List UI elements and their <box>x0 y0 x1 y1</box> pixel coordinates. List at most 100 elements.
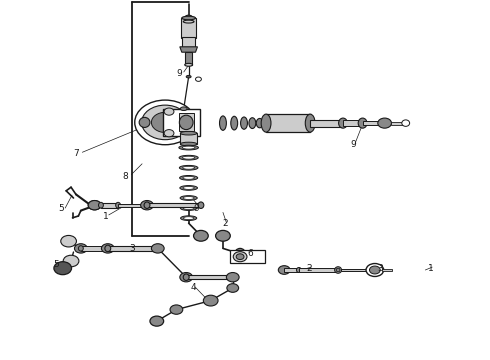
Text: 5: 5 <box>53 260 59 269</box>
Ellipse shape <box>231 116 238 130</box>
Text: 3: 3 <box>129 244 135 253</box>
Bar <box>101 203 118 208</box>
Bar <box>310 120 342 127</box>
Ellipse shape <box>78 246 83 251</box>
Circle shape <box>74 244 87 253</box>
Circle shape <box>369 266 380 274</box>
Ellipse shape <box>402 120 410 126</box>
Bar <box>179 113 194 131</box>
Bar <box>266 114 310 132</box>
Ellipse shape <box>256 118 263 128</box>
Text: 6: 6 <box>247 249 253 258</box>
Ellipse shape <box>186 76 191 78</box>
Circle shape <box>88 201 101 210</box>
Bar <box>343 120 363 126</box>
Bar <box>284 268 299 272</box>
Circle shape <box>216 230 230 241</box>
Ellipse shape <box>105 245 111 252</box>
Ellipse shape <box>336 268 340 272</box>
Circle shape <box>226 273 239 282</box>
Circle shape <box>203 295 218 306</box>
Ellipse shape <box>180 142 197 146</box>
Ellipse shape <box>296 267 301 273</box>
Ellipse shape <box>183 186 195 189</box>
Circle shape <box>54 262 72 275</box>
Ellipse shape <box>98 202 103 208</box>
Bar <box>382 269 392 271</box>
Ellipse shape <box>182 16 196 20</box>
Text: 5: 5 <box>58 204 64 213</box>
Ellipse shape <box>180 186 197 190</box>
Circle shape <box>63 255 79 267</box>
Ellipse shape <box>180 196 197 200</box>
Bar <box>299 268 338 272</box>
Circle shape <box>378 118 392 128</box>
Bar <box>118 204 145 207</box>
Ellipse shape <box>180 131 197 135</box>
Circle shape <box>135 100 196 145</box>
Circle shape <box>194 230 208 241</box>
Ellipse shape <box>335 267 342 273</box>
Bar <box>230 250 265 263</box>
Ellipse shape <box>196 77 201 81</box>
Text: 3: 3 <box>377 264 383 273</box>
Ellipse shape <box>235 248 245 259</box>
Ellipse shape <box>183 207 194 210</box>
Ellipse shape <box>358 118 367 128</box>
Bar <box>108 246 157 251</box>
Ellipse shape <box>261 114 271 132</box>
Ellipse shape <box>339 118 347 128</box>
Bar <box>163 109 200 136</box>
Text: 1: 1 <box>428 264 434 273</box>
Ellipse shape <box>179 115 193 130</box>
Ellipse shape <box>183 20 194 23</box>
Bar <box>186 275 233 279</box>
Ellipse shape <box>182 146 195 149</box>
Bar <box>363 121 382 125</box>
Ellipse shape <box>182 156 195 159</box>
Bar <box>341 269 373 271</box>
Circle shape <box>227 284 239 292</box>
Circle shape <box>164 130 174 137</box>
Polygon shape <box>180 47 197 52</box>
Circle shape <box>88 201 101 210</box>
Bar <box>81 246 105 251</box>
Ellipse shape <box>139 117 150 127</box>
Text: 9: 9 <box>350 140 356 149</box>
Circle shape <box>151 112 179 132</box>
Circle shape <box>142 105 189 140</box>
Ellipse shape <box>179 166 198 170</box>
Circle shape <box>180 273 193 282</box>
Text: 2: 2 <box>222 219 228 228</box>
Ellipse shape <box>183 197 194 199</box>
Circle shape <box>366 264 384 276</box>
Circle shape <box>151 244 164 253</box>
Circle shape <box>164 108 174 115</box>
Ellipse shape <box>183 166 195 169</box>
Ellipse shape <box>249 118 256 129</box>
Bar <box>182 37 195 47</box>
Ellipse shape <box>236 254 244 260</box>
Text: 8: 8 <box>122 172 128 181</box>
Text: 9: 9 <box>193 204 199 213</box>
Ellipse shape <box>179 145 198 150</box>
Ellipse shape <box>180 107 187 111</box>
Ellipse shape <box>183 176 195 179</box>
Text: 1: 1 <box>102 212 108 220</box>
Bar <box>391 122 403 125</box>
Ellipse shape <box>116 202 121 208</box>
Bar <box>147 203 201 207</box>
Circle shape <box>185 15 193 21</box>
Ellipse shape <box>185 63 193 66</box>
Ellipse shape <box>183 274 189 280</box>
Ellipse shape <box>241 117 247 129</box>
Ellipse shape <box>183 217 194 220</box>
Ellipse shape <box>180 206 197 211</box>
Bar <box>185 52 192 65</box>
Ellipse shape <box>198 202 204 208</box>
Ellipse shape <box>220 116 226 130</box>
Bar <box>180 133 197 144</box>
Ellipse shape <box>305 114 315 132</box>
Circle shape <box>101 244 114 253</box>
Circle shape <box>170 305 183 314</box>
